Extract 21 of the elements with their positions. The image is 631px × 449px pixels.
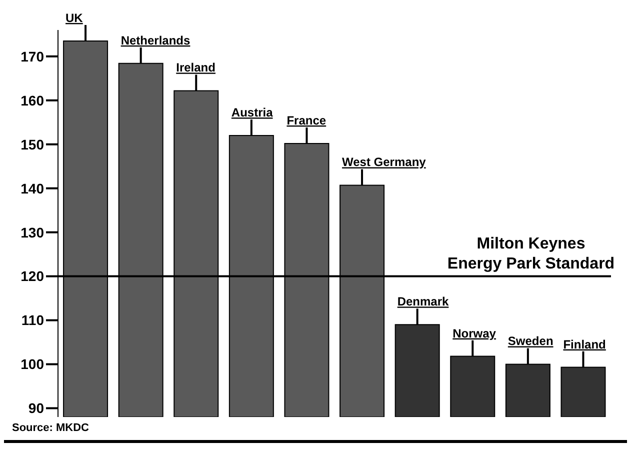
y-tick-label: 110: [21, 312, 44, 328]
source-note: Source: MKDC: [12, 422, 90, 434]
x-tick-label: Austria: [231, 106, 274, 120]
y-tick-label: 130: [20, 224, 44, 240]
y-tick-label: 150: [20, 136, 44, 152]
y-tick-label: 120: [20, 268, 44, 284]
y-tick-label: 160: [20, 92, 44, 108]
y-tick-label: 140: [20, 180, 44, 196]
x-tick-label: Ireland: [176, 60, 216, 75]
x-tick-label: West Germany: [342, 155, 426, 170]
x-tick-label: Sweden: [508, 334, 554, 348]
x-tick-label: Finland: [563, 337, 606, 352]
x-tick-label: Norway: [452, 326, 496, 340]
y-tick-label: 90: [28, 400, 44, 416]
x-tick-label: UK: [66, 10, 84, 25]
x-tick-label: Denmark: [397, 294, 450, 309]
y-tick-label: 100: [20, 356, 44, 372]
y-tick-label: 170: [20, 48, 44, 64]
x-tick-label: France: [286, 113, 326, 128]
x-tick-label: Netherlands: [120, 33, 191, 48]
ref-line-label: Milton Keynes Energy Park Standard: [447, 235, 615, 272]
